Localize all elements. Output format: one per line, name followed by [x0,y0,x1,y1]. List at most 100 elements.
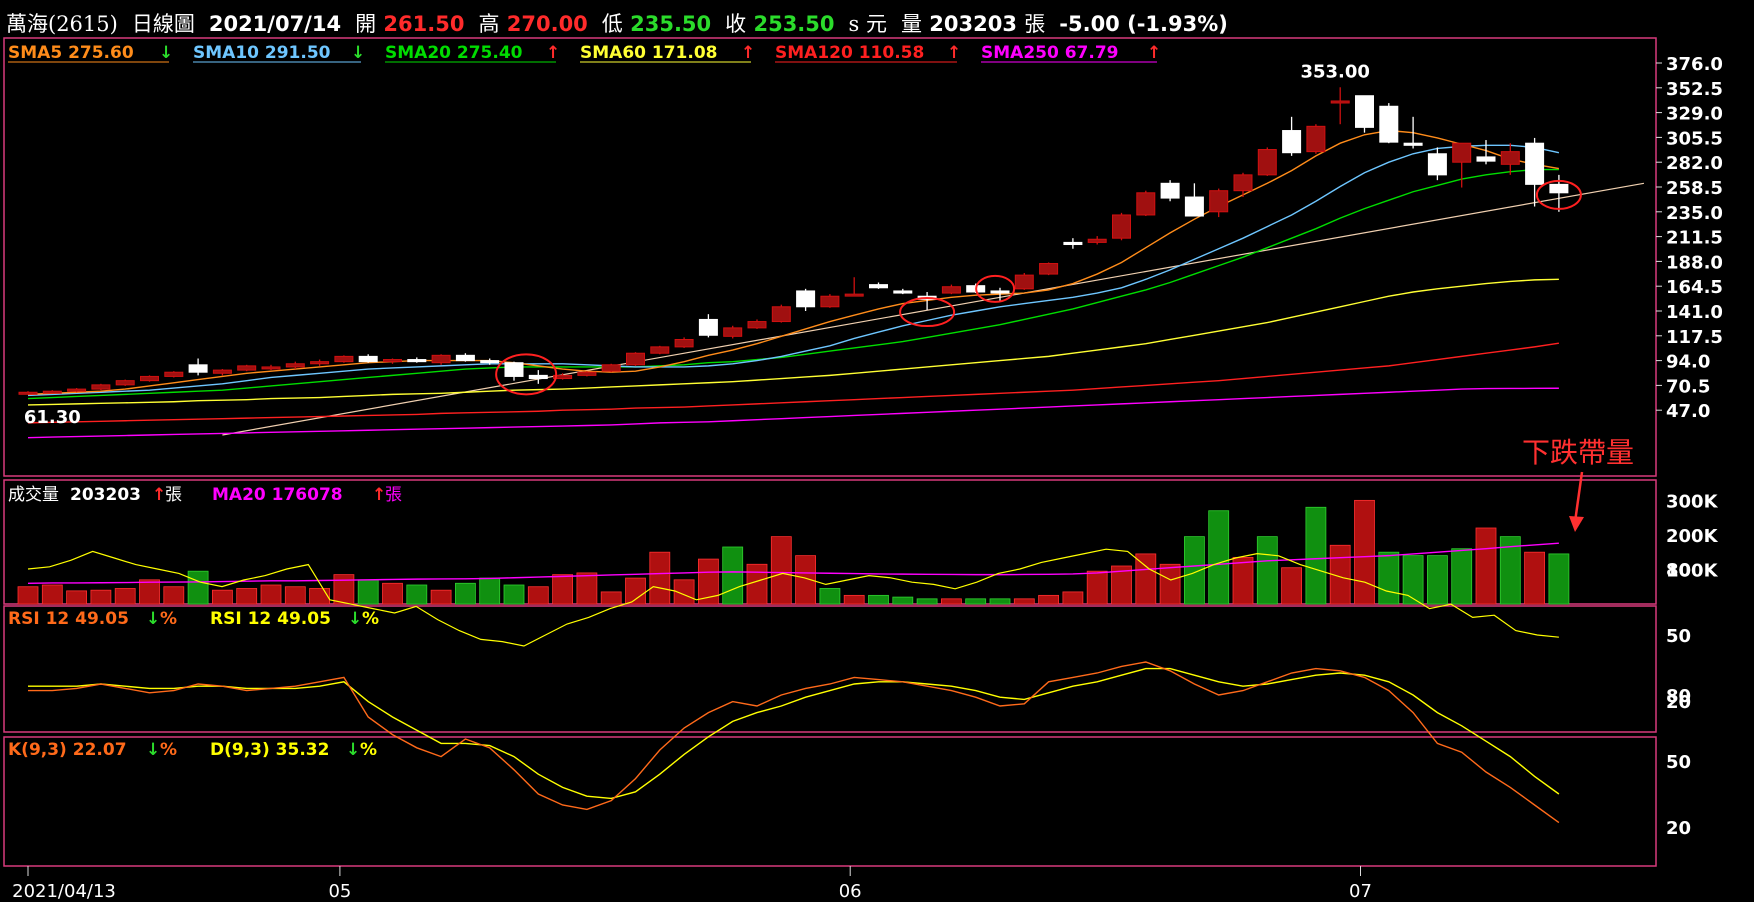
volume-legend-arrow: ↑ [152,485,166,505]
stock-name: 萬海(2615) [6,12,118,36]
open-label: 開 [355,12,377,36]
volume-bar [843,594,865,605]
volume-bar [868,594,889,605]
volume-bar [892,596,914,605]
price-tick-label: 376.0 [1666,54,1723,75]
candle-body [941,286,961,294]
sma250-line [27,387,1559,439]
candle-body [188,364,208,373]
candle-body [723,327,743,337]
candle-body [1355,95,1374,128]
volume-bar [90,589,112,605]
price-tick-label: 352.5 [1666,79,1723,100]
rsi-tick-label: 20 [1666,692,1691,713]
volume-bar [746,563,768,605]
volume-bar [600,591,622,605]
sma-legend-arrow: ↓ [159,43,173,63]
d-line [28,667,1560,800]
sma-legend-label: SMA60 171.08 [580,43,718,63]
candle-body [577,371,597,376]
rsi-legend-arrow: ↓ [348,609,362,629]
chart-period: 日線圖 [131,12,195,36]
candle-body [844,293,864,297]
price-tick-label: 188.0 [1666,252,1723,273]
volume-bar [114,588,136,605]
price-tick-label: 211.5 [1666,228,1723,249]
price-tick-label: 141.0 [1666,302,1723,323]
volume-bar [1086,570,1108,605]
volume-bar [236,588,258,605]
volume-bar [941,598,962,605]
volume-bar [576,572,598,605]
rsi-legend-label: RSI 12 49.05 [210,609,331,629]
callout-arrow-shaft [1573,471,1584,523]
price-tick-label: 282.0 [1666,153,1723,174]
k-line [28,661,1560,824]
close-label: 收 [725,12,747,36]
volume-bar [1013,598,1035,605]
volume-bar [795,555,816,605]
volume-bar [1135,553,1157,605]
volume-bar [722,546,744,605]
price-change: -5.00 (-1.93%) [1059,12,1228,36]
candle-body [383,359,402,363]
volume-ma20-line [27,542,1559,584]
highlight-circle [1535,179,1582,210]
volume-bar [1499,536,1521,605]
x-tick-label: 2021/04/13 [12,881,116,902]
rsi-tick-label: 80 [1666,560,1691,581]
volume-ma-arrow: ↑ [372,485,386,505]
d-legend-label: D(9,3) 35.32 [210,740,329,760]
volume-bar [1111,565,1132,605]
candle-body [358,355,378,363]
low-value: 235.50 [630,12,712,36]
kd-panel [3,736,1657,867]
sma-legend-label: SMA5 275.60 [8,43,134,63]
price-tick-label: 235.0 [1666,203,1723,224]
k-legend-unit: % [160,740,177,760]
candle-body [1306,125,1326,153]
volume-bar [260,584,282,605]
sma10-line [27,144,1560,397]
kd-tick-label: 50 [1666,752,1691,773]
low-label: 低 [601,12,623,36]
volume-bar [17,586,39,605]
volume-bar [1378,551,1400,605]
volume-bar [819,588,841,605]
candle-body [115,380,135,386]
sma-legend-arrow: ↑ [1147,43,1161,63]
candle-body [1257,149,1277,176]
volume-bar [1475,527,1497,605]
candle-body [1500,151,1520,165]
volume-ma-unit: 張 [385,485,402,505]
low-annotation: 61.30 [24,407,81,428]
candle-body [431,354,451,364]
price-tick-label: 94.0 [1666,352,1710,373]
d-legend-unit: % [360,740,377,760]
rsi-legend-unit: % [362,609,379,629]
volume-bar [41,584,63,605]
candle-body [1525,142,1545,185]
volume-bar [333,574,355,605]
volume-bar [1548,553,1570,605]
volume-bar [965,598,987,605]
volume-bar [1208,510,1230,605]
volume-bar [625,577,646,605]
candle-body [1379,105,1399,143]
quote-header: 萬海(2615) 日線圖 2021/07/14 開 261.50 高 270.0… [6,8,1228,36]
volume-bar [1354,499,1375,605]
close-value: 253.50 [753,12,835,36]
candle-body [212,369,232,374]
candle-body [553,374,573,380]
volume-bar [454,582,476,605]
candle-body [91,384,111,390]
highlight-circle [495,353,558,396]
candle-body [42,390,62,394]
d-legend-arrow: ↓ [346,740,360,760]
x-tick-label: 05 [328,881,351,902]
currency-note: s 元 [848,12,887,36]
candle-body [771,306,791,323]
price-tick-label: 70.5 [1666,376,1710,397]
volume-bar [382,582,403,605]
candle-body [1014,274,1034,290]
